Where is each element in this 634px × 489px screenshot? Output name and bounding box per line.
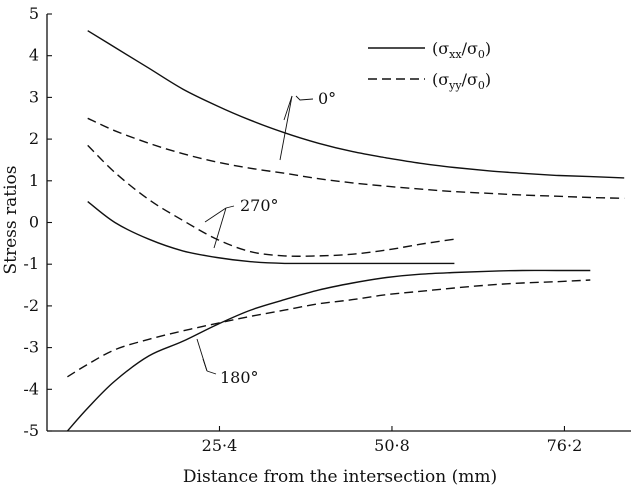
leader-line-270-deg	[225, 205, 235, 209]
y-tick-label: 0	[29, 213, 39, 232]
series-line-0-deg-syy	[87, 117, 625, 199]
curve-annotations: 0° 270° 180°	[196, 89, 336, 387]
y-tick-label: 5	[29, 4, 39, 23]
data-series	[66, 30, 625, 432]
y-tick-label: 1	[29, 171, 39, 190]
x-tick-label: 25·4	[202, 436, 238, 455]
y-axis-ticks: 5 4 3 2 1 0 -1 -2 -3 -4 -5	[23, 4, 52, 440]
legend-label: (σyy/σ0)	[432, 70, 491, 92]
y-tick-label: -4	[23, 379, 39, 398]
x-tick-label: 50·8	[374, 436, 410, 455]
leader-line-0-deg	[295, 95, 314, 101]
leader-line-180-deg	[202, 358, 208, 372]
series-line-180-deg-syy	[67, 279, 591, 378]
annotation-0-deg: 0°	[318, 89, 336, 108]
y-tick-label: -3	[23, 338, 39, 357]
legend: (σxx/σ0) (σyy/σ0)	[368, 39, 491, 92]
x-axis-ticks: 25·4 50·8 76·2	[202, 426, 583, 455]
x-axis-label: Distance from the intersection (mm)	[183, 467, 497, 487]
series-line-270-deg-sxx	[87, 201, 455, 265]
annotation-270-deg: 270°	[240, 196, 279, 215]
y-axis-label: Stress ratios	[1, 165, 21, 274]
x-tick-label: 76·2	[547, 436, 583, 455]
y-tick-label: -5	[23, 421, 39, 440]
series-line-270-deg-syy	[87, 144, 455, 257]
series-line-180-deg-sxx	[66, 269, 591, 432]
axes	[46, 14, 631, 432]
legend-label: (σxx/σ0)	[432, 39, 491, 61]
annotation-180-deg: 180°	[220, 368, 259, 387]
y-tick-label: -2	[23, 296, 39, 315]
y-tick-label: -1	[23, 254, 39, 273]
leader-line-0-deg	[283, 95, 293, 121]
leader-line-270-deg	[204, 207, 227, 223]
y-tick-label: 2	[29, 129, 39, 148]
series-line-0-deg-sxx	[87, 30, 625, 179]
y-tick-label: 3	[29, 87, 39, 106]
leader-line-180-deg	[206, 370, 217, 375]
y-tick-label: 4	[29, 46, 39, 65]
leader-line-270-deg	[213, 207, 227, 249]
leader-line-0-deg	[279, 95, 293, 161]
